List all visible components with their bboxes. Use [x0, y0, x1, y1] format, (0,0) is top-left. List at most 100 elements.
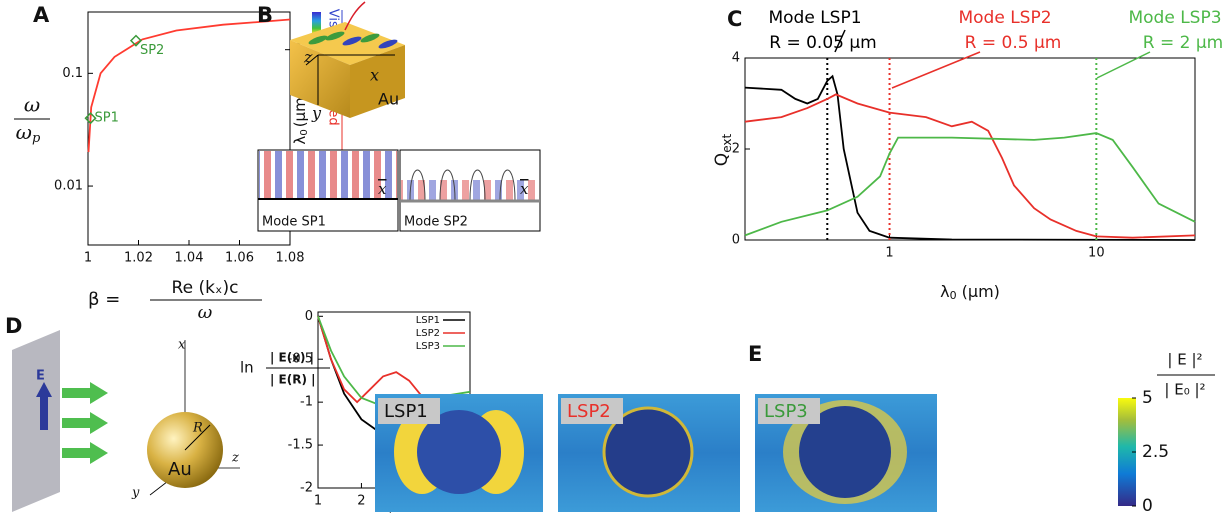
colorbar-label-den: | E₀ |²: [1164, 381, 1205, 399]
fiber: [344, 1, 366, 31]
y-tick-label: -2: [300, 481, 313, 496]
axis-name: x: [178, 338, 186, 353]
y2-label-sub: 0: [299, 129, 310, 135]
axis-name: z: [303, 48, 313, 67]
y-label-num: | E(x) |: [270, 351, 314, 365]
map-label: LSP3: [764, 401, 808, 422]
panel-label: D: [5, 314, 22, 338]
label-box: [378, 398, 440, 424]
y2-label: λ0 (μm): [291, 91, 311, 144]
x-label-num: Re (kₓ)c: [172, 278, 239, 298]
axis-name: y: [131, 486, 140, 501]
y-tick-label: -0.5: [288, 352, 313, 367]
x-tick-label: 1.08: [276, 251, 305, 266]
mode-label: Mode SP1: [262, 215, 326, 230]
y-tick-label: 2: [732, 142, 740, 157]
axis-name: x: [370, 66, 379, 85]
y2-label-main: λ: [291, 136, 309, 145]
gold-side: [350, 45, 405, 118]
mode-field: [259, 151, 397, 199]
series-line: [744, 132, 1196, 237]
series-line: [744, 93, 1196, 239]
axis-name: y: [311, 104, 322, 123]
legend-box: [410, 313, 469, 359]
panel-label: A: [33, 3, 50, 27]
y-label: ln: [240, 359, 254, 377]
axis-name: z: [231, 451, 239, 466]
x-tick-label: 1.02: [124, 251, 153, 266]
y-tick-label: 0.01: [54, 179, 83, 194]
x-label: β =: [88, 289, 120, 310]
legend-label: LSP2: [416, 328, 440, 339]
radius-label: R: [192, 421, 203, 436]
x-tick-label: 1.04: [175, 251, 204, 266]
colorbar: [1118, 398, 1136, 506]
panel-label: B: [257, 3, 273, 27]
y-tick-label: 4: [732, 51, 740, 66]
legend-label: LSP1: [416, 315, 440, 326]
series-line: [87, 18, 291, 153]
y-label-sub: ext: [720, 134, 734, 153]
x-label-unit: (μm): [957, 282, 1000, 301]
x-label-den: ω: [198, 302, 213, 323]
legend-label: LSP3: [416, 341, 440, 352]
y-label-den: ω: [16, 120, 32, 144]
spectrum-bar: [312, 12, 321, 48]
field-lines: [409, 169, 516, 201]
x-tick-label: 1: [885, 246, 893, 261]
colorbar-tick-label: 2.5: [1142, 442, 1169, 462]
series-radius: R = 0.05 μm: [769, 33, 877, 53]
material: Au: [168, 459, 192, 480]
y-label: ω: [24, 93, 40, 117]
x-tick-label: 1: [314, 494, 322, 509]
map-label: LSP1: [384, 401, 428, 422]
series-name: Mode LSP1: [768, 8, 861, 28]
colorbar-tick-label: 5: [1142, 388, 1153, 408]
field-label: E: [36, 369, 45, 384]
point-label: SP1: [95, 111, 119, 126]
colorbar-tick-label: 0: [1142, 496, 1153, 515]
series-line: [744, 74, 1196, 241]
mode-label: Mode SP2: [404, 215, 468, 230]
x-tick-label: 1.06: [225, 251, 254, 266]
y-tick-label: 0.1: [62, 66, 83, 81]
series-radius: R = 2 μm: [1143, 33, 1223, 53]
arrow: [834, 29, 846, 53]
y-label-sub: p: [32, 131, 41, 146]
y-tick-label: 0: [732, 233, 740, 248]
map-label: LSP2: [567, 401, 611, 422]
gold-front: [290, 40, 350, 118]
colorbar-label-num: | E |²: [1167, 351, 1202, 369]
y-tick-label: -1: [300, 395, 313, 410]
series-radius: R = 0.5 μm: [965, 33, 1062, 53]
point-marker: [84, 112, 97, 125]
mode-axis: x: [520, 180, 529, 198]
point-label: SP2: [140, 43, 164, 58]
arrow: [891, 51, 981, 89]
field-maps: [375, 394, 937, 512]
label-box: [758, 398, 820, 424]
arrow: [1096, 51, 1151, 79]
k-arrows: [62, 382, 108, 464]
x-tick-label: 1: [84, 251, 92, 266]
x-tick-label: 2: [357, 494, 365, 509]
mode-axis: x: [378, 180, 387, 198]
x-tick-label: 10: [1088, 246, 1105, 261]
x-label-sub: 0: [950, 289, 957, 302]
label-box: [561, 398, 623, 424]
y-tick-label: -1.5: [288, 438, 313, 453]
series-name: Mode LSP3: [1128, 8, 1221, 28]
plot-frame: [744, 57, 1196, 241]
y-label-den: | E(R) |: [270, 373, 316, 387]
panel-label: C: [727, 7, 742, 31]
axis-line: [305, 54, 319, 66]
x-label-main: λ: [940, 282, 949, 301]
y-label-main: Q: [712, 153, 732, 166]
plane: [12, 330, 60, 512]
y-tick-label: 0: [305, 309, 313, 324]
y-label: ωp: [16, 120, 41, 146]
particles: [308, 31, 398, 49]
e-arrow: [40, 395, 48, 430]
point-marker: [129, 34, 143, 47]
